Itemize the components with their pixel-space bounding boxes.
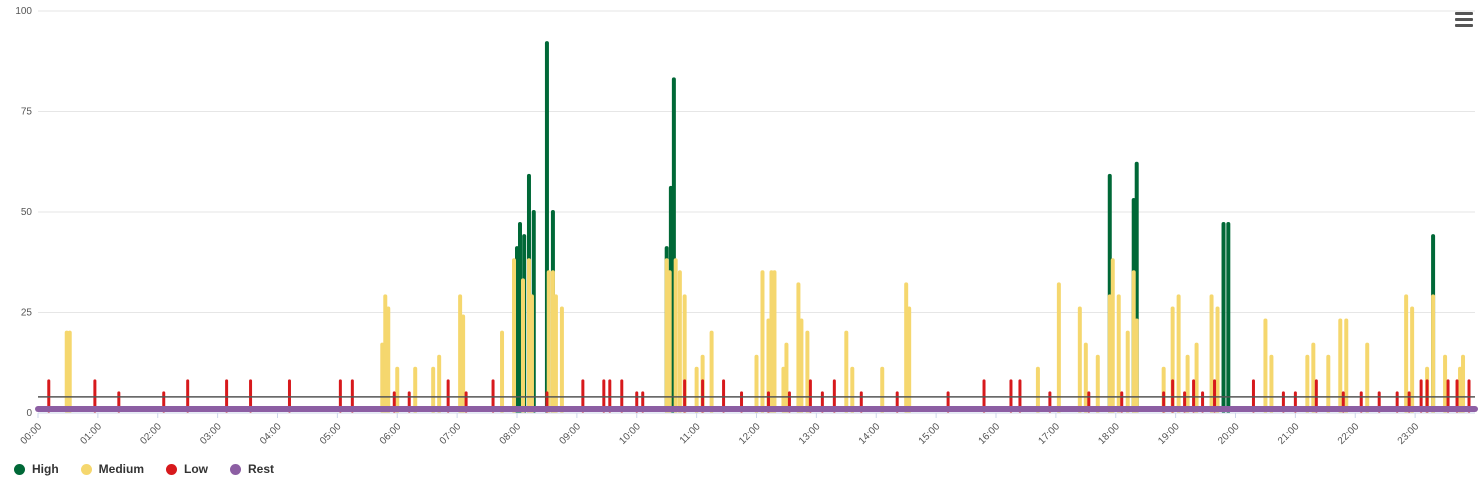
x-tick-label: 19:00	[1156, 421, 1182, 447]
menu-bar-icon	[1455, 24, 1473, 27]
x-tick-label: 04:00	[258, 421, 284, 447]
x-tick-label: 16:00	[977, 421, 1003, 447]
legend-item-high[interactable]: High	[14, 462, 59, 476]
x-tick-label: 08:00	[498, 421, 524, 447]
x-tick-label: 20:00	[1216, 421, 1242, 447]
y-tick-label: 25	[21, 308, 33, 319]
legend-item-low[interactable]: Low	[166, 462, 208, 476]
legend-item-rest[interactable]: Rest	[230, 462, 274, 476]
legend-marker-medium	[80, 463, 92, 475]
x-tick-label: 11:00	[678, 421, 703, 446]
y-tick-label: 100	[15, 6, 32, 17]
x-tick-label: 15:00	[917, 421, 943, 447]
x-tick-label: 22:00	[1336, 421, 1362, 447]
x-tick-label: 07:00	[438, 421, 464, 447]
legend-item-medium[interactable]: Medium	[80, 462, 145, 476]
x-tick-label: 09:00	[558, 421, 584, 447]
x-tick-label: 14:00	[857, 421, 883, 447]
legend-label-medium: Medium	[98, 462, 145, 476]
legend-marker-high	[14, 463, 25, 475]
x-tick-label: 02:00	[138, 421, 164, 447]
x-tick-label: 00:00	[19, 421, 45, 447]
x-tick-label: 06:00	[378, 421, 404, 447]
menu-bar-icon	[1455, 18, 1473, 21]
x-tick-label: 18:00	[1096, 421, 1122, 447]
x-tick-label: 01:00	[79, 421, 105, 447]
x-tick-label: 03:00	[198, 421, 224, 447]
line-chart: 0 25 50 75 100 00:00 01:00 02:00 03:00 04:00 05:00…	[15, 6, 1478, 447]
series-medium	[64, 258, 1466, 413]
y-tick-label: 50	[21, 207, 33, 218]
x-tick-label: 12:00	[737, 421, 763, 447]
y-tick-label: 0	[26, 408, 32, 419]
y-tick-label: 75	[21, 107, 33, 118]
x-tick-label: 13:00	[797, 421, 823, 447]
series-high	[515, 41, 1436, 413]
x-tick-label: 10:00	[617, 421, 643, 447]
chart-menu-button[interactable]	[1455, 12, 1473, 28]
chart-legend: High Medium Low Rest	[14, 462, 274, 476]
legend-label-rest: Rest	[248, 462, 275, 476]
legend-label-low: Low	[184, 462, 209, 476]
menu-bar-icon	[1455, 12, 1473, 15]
x-tick-label: 05:00	[318, 421, 344, 447]
x-tick-label: 21:00	[1276, 421, 1302, 447]
x-tick-label: 23:00	[1396, 421, 1422, 447]
legend-marker-low	[166, 463, 178, 475]
x-tick-label: 17:00	[1037, 421, 1063, 447]
legend-marker-rest	[230, 463, 242, 475]
legend-label-high: High	[32, 462, 59, 476]
